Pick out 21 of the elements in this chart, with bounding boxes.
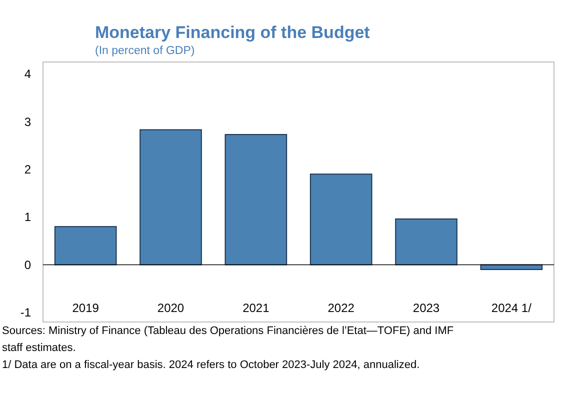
y-tick-label: 0 <box>24 258 32 272</box>
bar <box>140 129 202 266</box>
text: 1/ Data are on a fiscal-year basis. 2024 refers to October 2023-July 2024, annualized. <box>2 359 420 371</box>
x-tick-label: 2021 <box>242 301 270 316</box>
y-tick-label: 4 <box>24 67 32 82</box>
source-note: Sources: Ministry of Finance (Tableau des Operations Financières de l’Etat—TOFE) and IMF staff estimates. <box>2 325 454 354</box>
bar <box>395 218 458 266</box>
x-tick-label: 2024 1/ <box>491 301 532 316</box>
y-tick-label: 3 <box>24 114 32 129</box>
x-tick-label: 2020 <box>157 301 184 316</box>
bar <box>54 226 117 266</box>
x-tick-label: 2019 <box>72 301 100 316</box>
bar <box>224 134 288 266</box>
y-tick-label: -1 <box>20 306 32 320</box>
y-tick-label: 1 <box>24 210 32 224</box>
bar <box>310 174 372 266</box>
x-tick-label: 2023 <box>412 301 440 316</box>
x-tick-label: 2022 <box>328 301 355 316</box>
chart-subtitle: (In percent of GDP) <box>95 45 195 57</box>
chart-title: Monetary Financing of the Budget <box>95 23 370 42</box>
y-tick-label: 2 <box>24 162 32 177</box>
